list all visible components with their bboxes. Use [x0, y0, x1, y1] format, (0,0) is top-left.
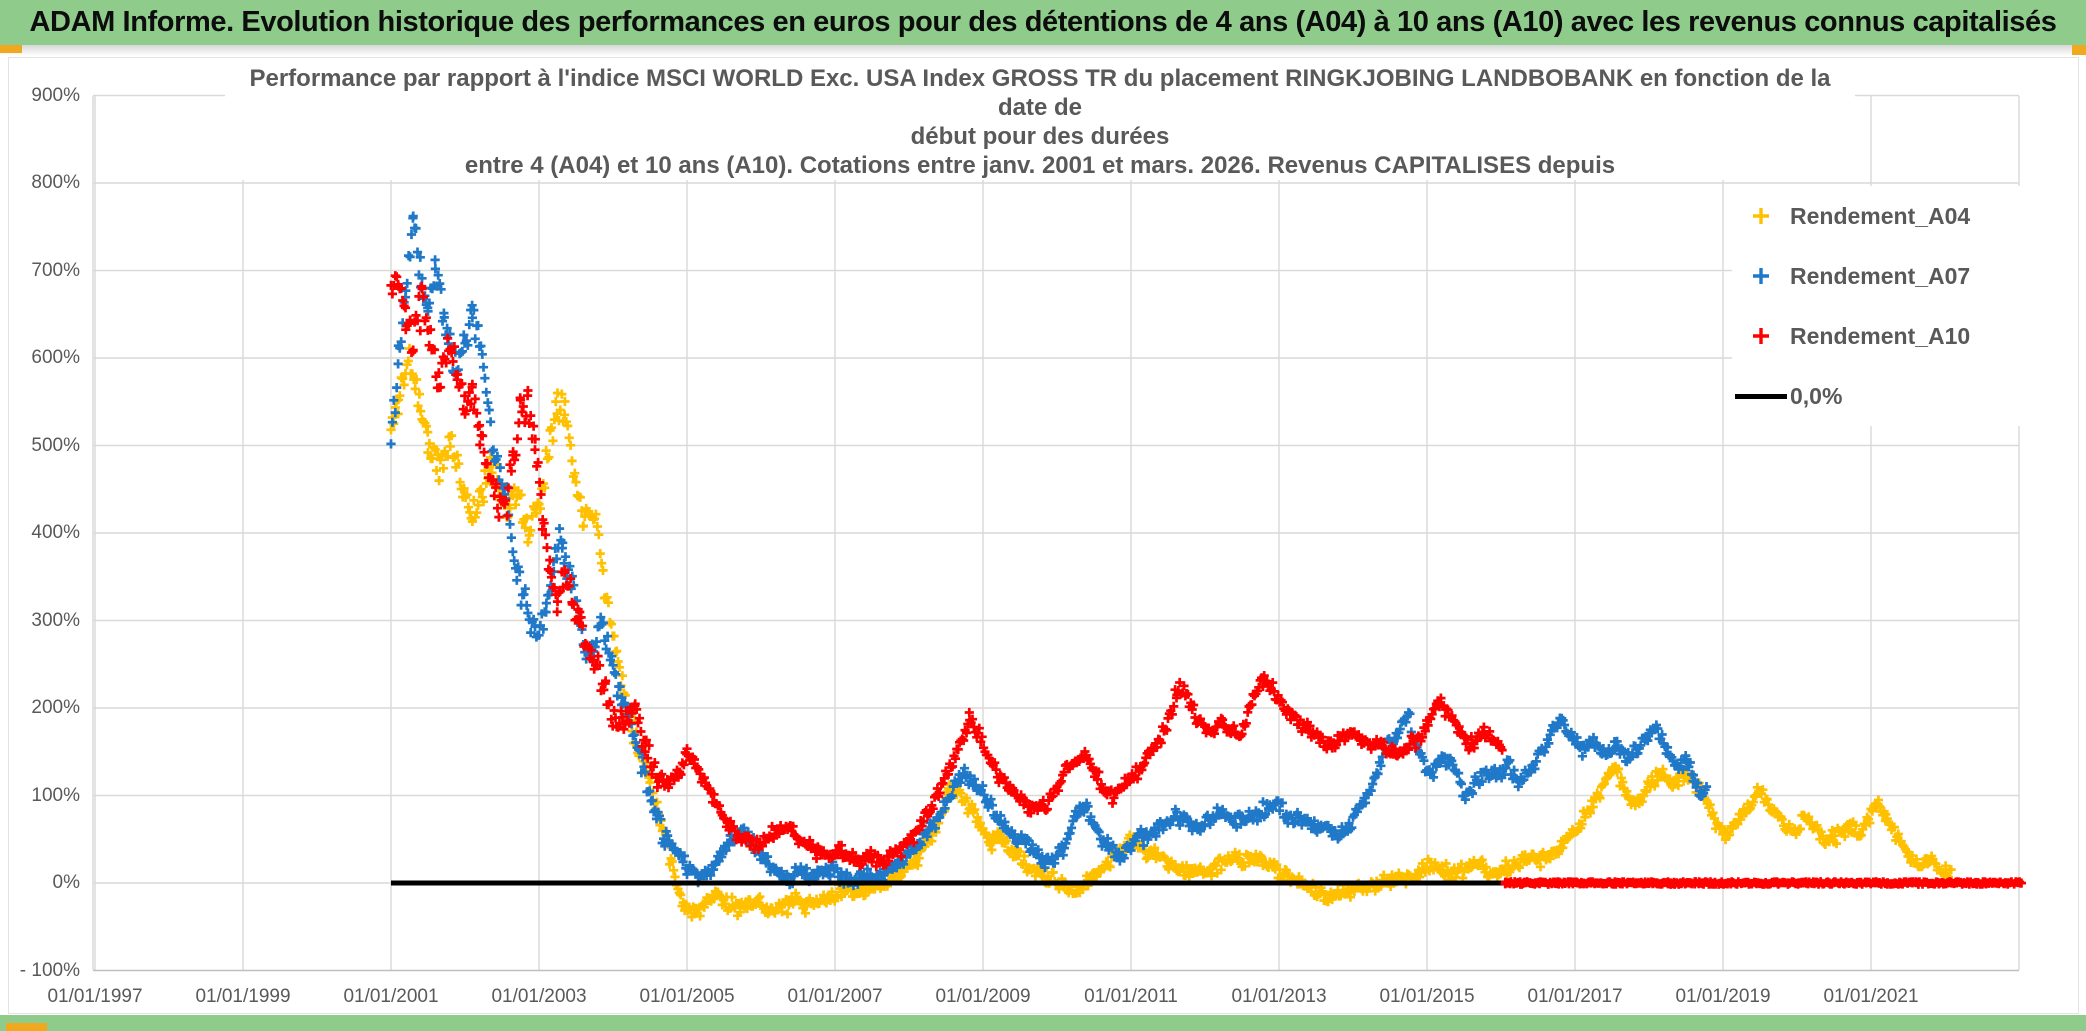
x-axis-tick-label: 01/01/2005 [639, 986, 735, 1007]
plus-marker-icon [1732, 205, 1790, 227]
x-axis-tick-label: 01/01/2015 [1379, 986, 1475, 1007]
y-axis-tick-label: 400% [31, 522, 80, 543]
y-axis-tick-label: 200% [31, 697, 80, 718]
plus-marker-icon [1732, 265, 1790, 287]
y-axis-tick-label: 800% [31, 172, 80, 193]
legend-label: Rendement_A10 [1790, 322, 1971, 349]
plus-marker-icon [1732, 325, 1790, 347]
x-axis-tick-label: 01/01/2019 [1675, 986, 1771, 1007]
x-axis-tick-label: 01/01/2011 [1084, 986, 1178, 1007]
legend-item-rendement-a10[interactable]: Rendement_A10 [1732, 306, 2032, 366]
x-axis-tick-label: 01/01/2003 [491, 986, 587, 1007]
x-axis-tick-label: 01/01/2007 [787, 986, 883, 1007]
header-title: ADAM Informe. Evolution historique des p… [29, 6, 2057, 38]
gridlines [92, 94, 2020, 972]
y-axis-tick-label: 100% [31, 784, 80, 806]
series-a10-zero-tail-markers [1500, 877, 2026, 889]
x-axis-tick-label: 01/01/2001 [343, 986, 439, 1007]
y-axis-tick-label: 500% [31, 434, 80, 456]
accent-top-right [2072, 45, 2086, 55]
accent-bottom-left [6, 1023, 47, 1031]
series-rendement_a07[interactable] [386, 211, 1712, 891]
x-axis-tick-label: 01/01/2021 [1823, 986, 1919, 1007]
y-axis-tick-label: 900% [31, 84, 80, 106]
x-axis-tick-label: 01/01/2017 [1527, 986, 1623, 1007]
legend-item-rendement-a04[interactable]: Rendement_A04 [1732, 186, 2032, 246]
accent-top-left [0, 45, 22, 53]
chart-title-line-2: début pour des durées [910, 123, 1170, 150]
x-axis-tick-label: 01/01/1997 [47, 986, 143, 1007]
series-rendement_a10[interactable] [386, 271, 1507, 871]
y-axis-tick-label: 600% [31, 347, 80, 368]
legend-label: Rendement_A04 [1790, 202, 1971, 229]
y-axis-tick-label: 300% [31, 609, 80, 631]
chart-title-line-1: Performance par rapport à l'indice MSCI … [249, 65, 1831, 121]
series-rendement_a04[interactable] [386, 343, 1956, 922]
legend-label: 0,0% [1790, 382, 1843, 409]
x-axis-tick-label: 01/01/2009 [935, 986, 1031, 1007]
legend-item-zero-line[interactable]: 0,0% [1732, 366, 2032, 426]
chart-title-line-3: entre 4 (A04) et 10 ans (A10). Cotations… [464, 152, 1616, 179]
chart-legend: Rendement_A04 Rendement_A07 Rendement_A1… [1732, 186, 2032, 426]
x-axis-tick-label: 01/01/2013 [1231, 986, 1327, 1007]
y-axis-tick-label: 0% [52, 872, 80, 893]
x-axis-tick-label: 01/01/1999 [195, 986, 291, 1007]
footer-bar [0, 1015, 2086, 1031]
header-banner: ADAM Informe. Evolution historique des p… [0, 0, 2086, 45]
header-shadow [0, 45, 2086, 56]
legend-item-rendement-a07[interactable]: Rendement_A07 [1732, 246, 2032, 306]
y-axis-tick-label: - 100% [19, 959, 80, 981]
chart-title[interactable]: Performance par rapport à l'indice MSCI … [225, 64, 1855, 180]
y-axis-tick-label: 700% [31, 259, 80, 281]
zero-line-swatch [1732, 393, 1790, 399]
legend-label: Rendement_A07 [1790, 262, 1971, 289]
